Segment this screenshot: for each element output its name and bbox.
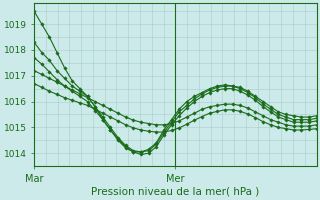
X-axis label: Pression niveau de la mer( hPa ): Pression niveau de la mer( hPa )	[91, 187, 260, 197]
